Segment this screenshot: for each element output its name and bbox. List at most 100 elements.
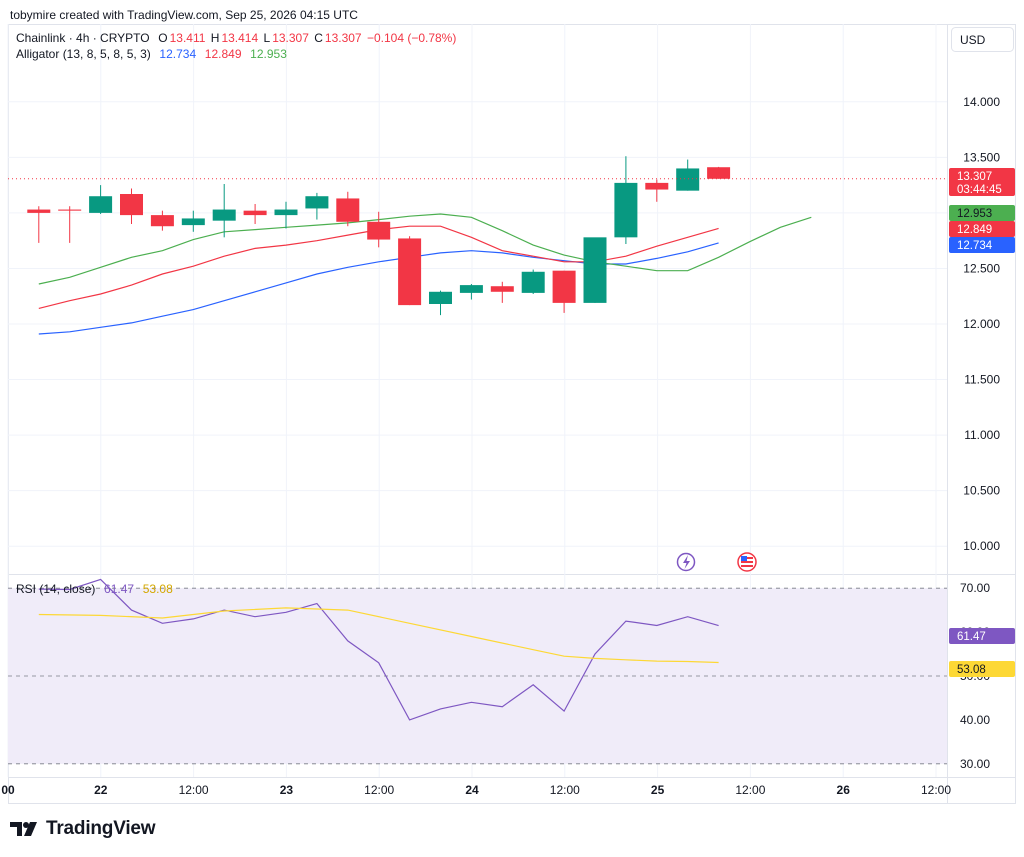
price-tick-label: 11.000 <box>964 428 1000 442</box>
alligator-legend: Alligator (13, 8, 5, 8, 5, 3) 12.734 12.… <box>16 47 289 61</box>
tradingview-logo[interactable]: TradingView <box>10 818 156 840</box>
candle-body <box>429 291 452 304</box>
teeth-tag: 12.849 <box>949 221 1015 237</box>
chart-credit: tobymire created with TradingView.com, S… <box>10 8 358 22</box>
low-label: L <box>263 31 271 45</box>
tradingview-logo-icon <box>10 822 37 836</box>
close-value: 13.307 <box>324 31 362 45</box>
candle <box>120 188 143 224</box>
time-tick-label: 12:00 <box>921 783 951 797</box>
rsi-lines <box>38 578 719 721</box>
lips-tag-value: 12.953 <box>957 208 992 220</box>
bar-countdown: 03:44:45 <box>957 184 1002 196</box>
last-price-tag: 13.307 03:44:45 <box>949 168 1015 196</box>
candle <box>614 156 638 244</box>
candle-body <box>89 196 113 213</box>
candle-body <box>274 209 298 216</box>
symbol-label: Chainlink · 4h · CRYPTO <box>16 31 150 45</box>
time-tick-label: 22 <box>94 783 108 797</box>
candle-body <box>459 285 483 293</box>
candle <box>212 184 236 238</box>
open-label: O <box>158 31 168 45</box>
candle-body <box>120 194 143 216</box>
price-tick-label: 10.000 <box>963 539 1000 553</box>
tradingview-logo-text: TradingView <box>46 818 156 839</box>
rsi-ma-tag-value: 53.08 <box>957 664 986 676</box>
rsi-value: 61.47 <box>104 582 135 596</box>
candle <box>552 270 576 313</box>
time-tick-label: 26 <box>837 783 851 797</box>
candle <box>521 269 545 294</box>
price-tick-label: 12.500 <box>963 261 1000 275</box>
candle-body <box>27 209 51 213</box>
candle <box>676 159 700 191</box>
lips-tag: 12.953 <box>949 205 1015 221</box>
rsi-tag-value: 61.47 <box>957 631 986 643</box>
rsi-line <box>38 578 719 721</box>
candle-body <box>243 210 267 216</box>
rsi-ma-value: 53.08 <box>142 582 173 596</box>
candle <box>274 201 298 229</box>
rsi-ma-line <box>38 607 719 664</box>
event-flash-icon[interactable] <box>676 552 696 572</box>
candle-body <box>490 286 514 292</box>
candle-body <box>552 270 576 303</box>
currency-label: USD <box>960 33 986 47</box>
candle <box>336 191 360 227</box>
time-tick-label: 23 <box>280 783 294 797</box>
candle-body <box>398 238 422 306</box>
time-tick-label: 12:00 <box>179 783 209 797</box>
candle <box>459 284 483 300</box>
high-value: 13.414 <box>221 31 259 45</box>
candle-body <box>676 168 700 191</box>
price-tick-label: 11.500 <box>964 373 1000 387</box>
alligator-jaw-line <box>38 242 719 335</box>
candle <box>367 211 391 248</box>
jaw-value: 12.734 <box>159 47 197 61</box>
price-tick-label: 12.000 <box>963 317 1000 331</box>
candle <box>429 290 452 316</box>
close-label: C <box>314 31 323 45</box>
candle <box>243 204 267 224</box>
candle-body <box>367 221 391 240</box>
jaw-tag: 12.734 <box>949 237 1015 253</box>
rsi-legend: RSI (14, close) 61.47 53.08 <box>16 582 175 596</box>
rsi-tick-label: 40.00 <box>960 713 990 727</box>
price-tick-label: 10.500 <box>963 484 1000 498</box>
candle <box>645 179 669 202</box>
candle <box>27 206 51 243</box>
candle <box>707 166 731 179</box>
price-tick-label: 13.500 <box>963 150 1000 164</box>
time-tick-label: 12:00 <box>735 783 765 797</box>
candle <box>58 206 82 243</box>
time-axis-labels: 00 22 12:00 23 12:00 24 12:00 25 12:00 26 12:00 <box>1 783 951 797</box>
candles <box>27 156 731 316</box>
candle <box>150 210 174 231</box>
time-tick-label: 00 <box>1 783 15 797</box>
candle <box>583 237 607 303</box>
candle-body <box>521 271 545 293</box>
rsi-ma-tag: 53.08 <box>949 661 1015 677</box>
teeth-value: 12.849 <box>204 47 242 61</box>
ohlc-legend: Chainlink · 4h · CRYPTO O 13.411 H 13.414 … <box>16 31 458 45</box>
rsi-label: RSI (14, close) <box>16 582 96 596</box>
change-value: −0.104 (−0.78%) <box>366 31 457 45</box>
candle <box>490 281 514 303</box>
high-label: H <box>210 31 220 45</box>
rsi-tick-label: 70.00 <box>960 581 990 595</box>
us-flag-icon[interactable] <box>737 552 757 572</box>
time-tick-label: 25 <box>651 783 665 797</box>
candle-body <box>305 196 329 209</box>
open-value: 13.411 <box>169 31 206 45</box>
time-tick-label: 24 <box>465 783 479 797</box>
candle-body <box>181 218 205 226</box>
candle <box>89 185 113 214</box>
price-axis-labels: 14.00013.50013.00012.50012.00011.50011.0… <box>963 95 1000 553</box>
usd-button[interactable]: USD <box>951 27 1014 52</box>
low-value: 13.307 <box>272 31 309 45</box>
candle-body <box>58 209 82 211</box>
candle <box>398 236 422 306</box>
candle-body <box>707 167 731 179</box>
lips-value: 12.953 <box>250 47 287 61</box>
